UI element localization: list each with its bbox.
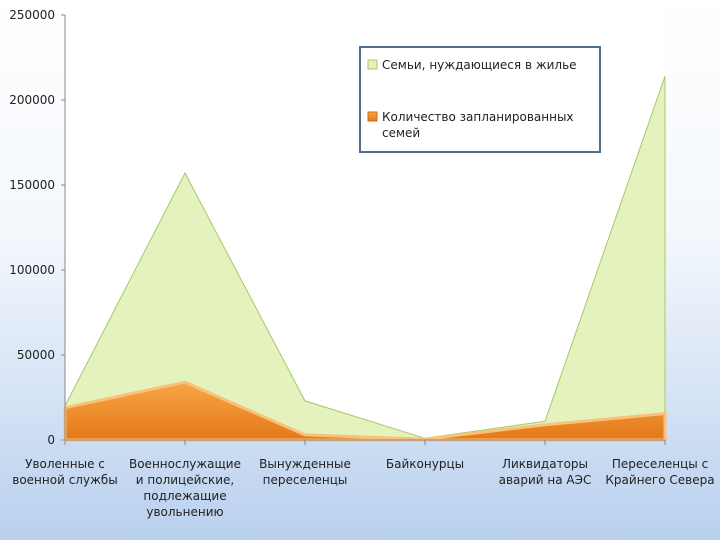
y-tick-label: 200000 [9, 93, 55, 107]
legend-label: Семьи, нуждающиеся в жилье [382, 58, 577, 72]
y-tick-label: 250000 [9, 8, 55, 22]
y-tick-label: 150000 [9, 178, 55, 192]
x-tick-label: Переселенцы с Крайнего Севера [605, 457, 714, 487]
y-tick-label: 100000 [9, 263, 55, 277]
x-tick-label: Уволенные с военной службы [12, 457, 118, 487]
legend-swatch [367, 111, 378, 122]
x-tick-label: Военнослужащие и полицейские, подлежащие ув… [129, 457, 241, 519]
x-tick-label: Ликвидаторы аварий на АЭС [499, 457, 592, 487]
y-tick-label: 50000 [17, 348, 55, 362]
x-tick-label: Вынужденные переселенцы [259, 457, 351, 487]
legend-label: Количество запланированных семей [382, 110, 574, 140]
y-tick-label: 0 [47, 433, 55, 447]
legend-box [359, 46, 601, 153]
legend-swatch [367, 59, 378, 70]
area [63, 380, 667, 442]
x-tick-label: Байконурцы [386, 457, 464, 471]
